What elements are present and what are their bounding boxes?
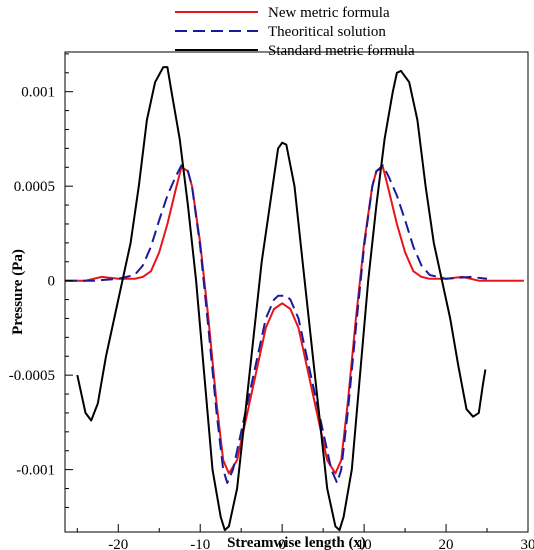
x-tick-label: -20	[108, 537, 128, 550]
y-tick-label: 0	[48, 274, 56, 290]
y-tick-label: -0.001	[16, 463, 55, 479]
x-tick-label: 20	[439, 537, 454, 550]
x-tick-label: 10	[357, 537, 372, 550]
series-line-1	[65, 166, 524, 475]
series-line-2	[65, 164, 488, 484]
plot-frame	[64, 51, 529, 533]
x-tick-label: 30	[521, 537, 534, 550]
legend: New metric formula Theoritical solution St…	[175, 5, 415, 59]
x-tick-label: 0	[278, 537, 286, 550]
x-tick-label: -10	[190, 537, 210, 550]
x-axis-title: Streamwise length (x)	[227, 535, 366, 550]
y-tick-label: 0.0005	[14, 179, 55, 195]
legend-label-1: New metric formula	[268, 5, 390, 21]
y-tick-label: 0.001	[21, 85, 55, 101]
legend-label-3: Standard metric formula	[268, 43, 415, 59]
y-axis-title: Pressure (Pa)	[10, 249, 26, 335]
y-tick-label: -0.0005	[9, 368, 55, 384]
series-line-3	[76, 66, 487, 532]
x-axis: -20 -10 0 10 20 30	[76, 524, 534, 550]
legend-label-2: Theoritical solution	[268, 24, 386, 40]
y-axis: -0.001 -0.0005 0 0.0005 0.001	[9, 53, 73, 508]
plot-lines	[65, 66, 524, 532]
